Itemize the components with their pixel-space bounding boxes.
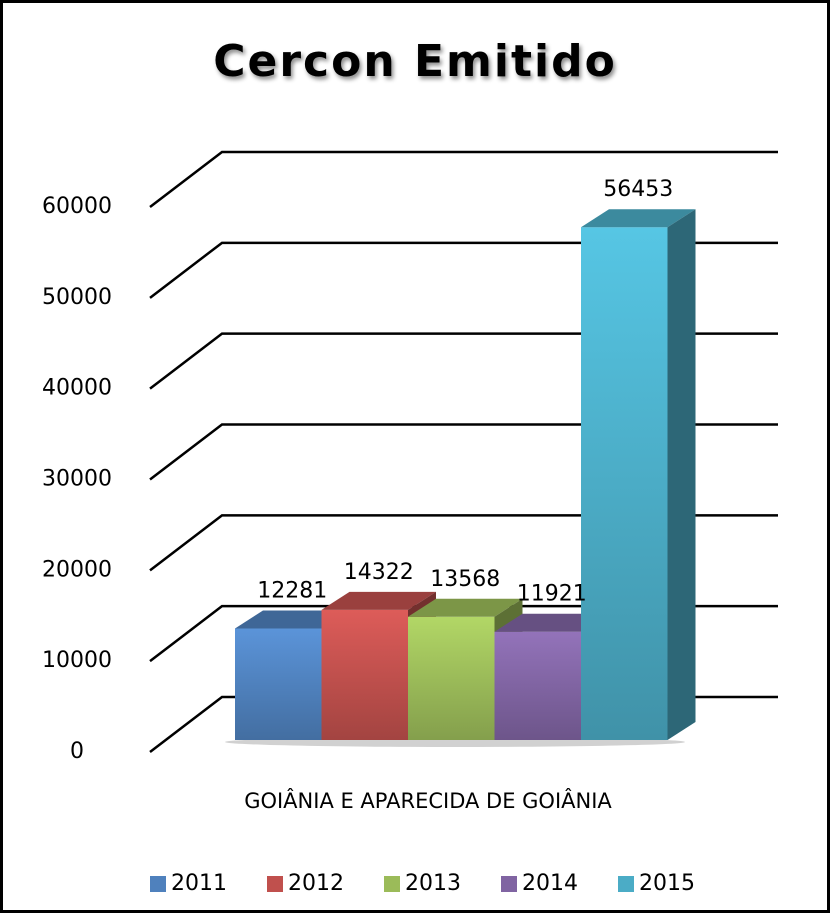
bar-side	[667, 209, 696, 741]
bar	[581, 227, 668, 741]
legend-swatch	[618, 876, 634, 892]
data-label: 56453	[603, 177, 673, 202]
y-tick-label: 50000	[42, 285, 112, 310]
bar	[494, 631, 581, 740]
bar-top	[494, 613, 609, 632]
legend-swatch	[384, 876, 400, 892]
legend-swatch	[150, 876, 166, 892]
bar	[321, 609, 408, 740]
y-tick-label: 30000	[42, 467, 112, 492]
bar-top	[408, 598, 523, 617]
bar-top	[321, 591, 436, 610]
data-label: 12281	[257, 578, 327, 603]
chart-title: Cercon Emitido	[213, 36, 617, 87]
legend-label: 2012	[288, 871, 344, 896]
legend-label: 2011	[171, 871, 227, 896]
y-tick-label: 20000	[42, 557, 112, 582]
y-tick-label: 10000	[42, 648, 112, 673]
data-label: 11921	[517, 582, 587, 607]
bar	[408, 616, 495, 740]
legend-swatch	[501, 876, 517, 892]
bar-top	[581, 209, 696, 228]
legend-label: 2015	[639, 871, 695, 896]
grid-line	[149, 150, 778, 208]
legend-label: 2013	[405, 871, 461, 896]
bar	[235, 628, 322, 740]
y-tick-label: 60000	[42, 194, 112, 219]
y-tick-label: 40000	[42, 376, 112, 401]
legend-label: 2014	[522, 871, 578, 896]
bar-top	[235, 610, 350, 629]
y-tick-label: 0	[70, 739, 84, 764]
data-label: 14322	[344, 560, 414, 585]
legend-swatch	[267, 876, 283, 892]
x-category-label: GOIÂNIA E APARECIDA DE GOIÂNIA	[244, 788, 612, 813]
data-label: 13568	[430, 567, 500, 592]
